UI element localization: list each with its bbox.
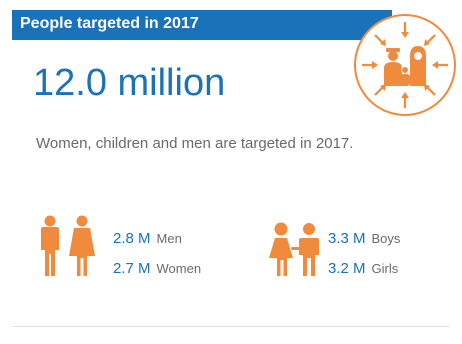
boys-label: Boys: [371, 231, 401, 246]
girls-count: 3.2 M: [328, 260, 366, 277]
boys-count: 3.3 M: [328, 230, 366, 247]
bottom-divider: [12, 326, 450, 327]
girls-stat: 3.2 M Girls: [328, 260, 398, 278]
men-label: Men: [156, 231, 182, 246]
women-label: Women: [156, 261, 202, 276]
boys-stat: 3.3 M Boys: [328, 230, 400, 248]
section-title: People targeted in 2017: [20, 15, 199, 32]
girls-label: Girls: [371, 261, 399, 276]
women-stat: 2.7 M Women: [113, 260, 201, 278]
men-count: 2.8 M: [113, 230, 151, 247]
description-text: Women, children and men are targeted in …: [36, 135, 354, 152]
total-people-targeted: 12.0 million: [33, 62, 226, 104]
men-stat: 2.8 M Men: [113, 230, 182, 248]
people-targeted-icon: [354, 14, 456, 116]
man-woman-icon: [41, 215, 95, 276]
women-count: 2.7 M: [113, 260, 151, 277]
header-bar: [12, 10, 392, 40]
boy-girl-icon: [269, 222, 319, 276]
